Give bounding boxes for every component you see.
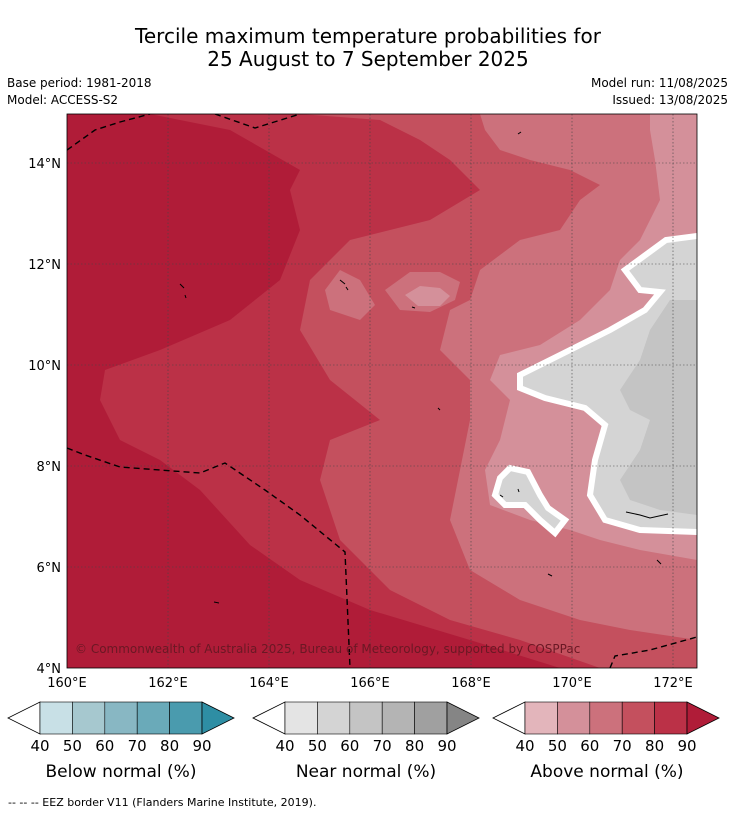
base-period: Base period: 1981-2018 — [7, 76, 152, 90]
lat-label: 10°N — [28, 359, 61, 374]
lon-label: 172°E — [653, 676, 693, 691]
colorbar-segment — [72, 701, 106, 735]
colorbar-segment — [317, 701, 351, 735]
colorbar-segment — [524, 701, 558, 735]
contour-near-normal-pocket — [491, 464, 570, 538]
probability-map: © Commonwealth of Australia 2025, Bureau… — [7, 113, 720, 755]
legend-above-normal-label: Above normal (%) — [530, 762, 684, 782]
colorbar: 40 50 60 70 80 90 — [252, 701, 480, 755]
lon-label: 164°E — [249, 676, 289, 691]
lon-label: 170°E — [552, 676, 592, 691]
legend-below-normal-label: Below normal (%) — [45, 762, 197, 782]
colorbar-under-arrow — [252, 701, 286, 735]
colorbar-tick-label: 60 — [95, 737, 114, 755]
colorbar-tick-label: 90 — [677, 737, 696, 755]
colorbar-tick-label: 90 — [192, 737, 211, 755]
colorbar-segment — [589, 701, 623, 735]
eez-footnote: -- -- -- EEZ border V11 (Flanders Marine… — [8, 796, 317, 809]
colorbar-tick-label: 40 — [30, 737, 49, 755]
lon-label: 162°E — [148, 676, 188, 691]
colorbar-over-arrow — [446, 701, 480, 735]
colorbar-segment — [136, 701, 170, 735]
title-line-2: 25 August to 7 September 2025 — [207, 47, 529, 71]
colorbar-tick-label: 50 — [548, 737, 567, 755]
colorbar-tick-label: 60 — [340, 737, 359, 755]
map-frame — [66, 113, 698, 669]
colorbar-segment — [557, 701, 591, 735]
lon-label: 160°E — [47, 676, 87, 691]
graticule — [67, 114, 697, 668]
lon-label: 166°E — [350, 676, 390, 691]
colorbar-segment — [39, 701, 73, 735]
colorbar-segment — [621, 701, 655, 735]
model-name: Model: ACCESS-S2 — [7, 93, 119, 107]
contour-above-60-patch — [325, 270, 375, 320]
colorbar-tick-label: 40 — [275, 737, 294, 755]
colorbar-tick-label: 80 — [645, 737, 664, 755]
colorbar: 40 50 60 70 80 90 — [7, 701, 235, 755]
colorbar-segment — [104, 701, 138, 735]
contour-layer: © Commonwealth of Australia 2025, Bureau… — [67, 114, 697, 668]
colorbar-under-arrow — [492, 701, 526, 735]
copyright-notice: © Commonwealth of Australia 2025, Bureau… — [75, 642, 580, 656]
model-run: Model run: 11/08/2025 — [590, 76, 728, 90]
contour-near-normal-darker — [620, 300, 697, 515]
legend-near-normal-label: Near normal (%) — [295, 762, 437, 782]
colorbar-segment — [414, 701, 448, 735]
lat-label: 14°N — [28, 157, 61, 172]
colorbar-tick-label: 80 — [405, 737, 424, 755]
colorbar-tick-label: 40 — [515, 737, 534, 755]
title-line-1: Tercile maximum temperature probabilitie… — [135, 24, 601, 48]
colorbar-tick-label: 80 — [160, 737, 179, 755]
contour-near-normal-boundary — [517, 233, 697, 535]
colorbars: 40 50 60 70 80 90 40 50 60 70 80 90 40 50 60 70 80 90 — [7, 701, 720, 755]
colorbar-segment — [349, 701, 383, 735]
colorbar-tick-label: 70 — [613, 737, 632, 755]
lon-label: 168°E — [451, 676, 491, 691]
lat-label: 4°N — [37, 662, 62, 677]
colorbar: 40 50 60 70 80 90 — [492, 701, 720, 755]
longitude-labels: 160°E 162°E 164°E 166°E 168°E 170°E 172°… — [47, 676, 693, 691]
colorbar-tick-label: 50 — [63, 737, 82, 755]
colorbar-segment — [169, 701, 203, 735]
lat-label: 6°N — [37, 561, 62, 576]
colorbar-tick-label: 70 — [373, 737, 392, 755]
colorbar-segment — [284, 701, 318, 735]
colorbar-over-arrow — [201, 701, 235, 735]
islands — [179, 131, 669, 604]
colorbar-over-arrow — [686, 701, 720, 735]
colorbar-tick-label: 50 — [308, 737, 327, 755]
colorbar-under-arrow — [7, 701, 41, 735]
issued-date: Issued: 13/08/2025 — [612, 93, 728, 107]
latitude-labels: 14°N 12°N 10°N 8°N 6°N 4°N — [28, 157, 61, 677]
colorbar-tick-label: 60 — [580, 737, 599, 755]
contour-above-50-patch — [405, 286, 450, 306]
lat-label: 8°N — [37, 460, 62, 475]
colorbar-tick-label: 90 — [437, 737, 456, 755]
lat-label: 12°N — [28, 258, 61, 273]
eez-borders — [67, 114, 697, 668]
colorbar-tick-label: 70 — [128, 737, 147, 755]
colorbar-segment — [654, 701, 688, 735]
colorbar-segment — [381, 701, 415, 735]
